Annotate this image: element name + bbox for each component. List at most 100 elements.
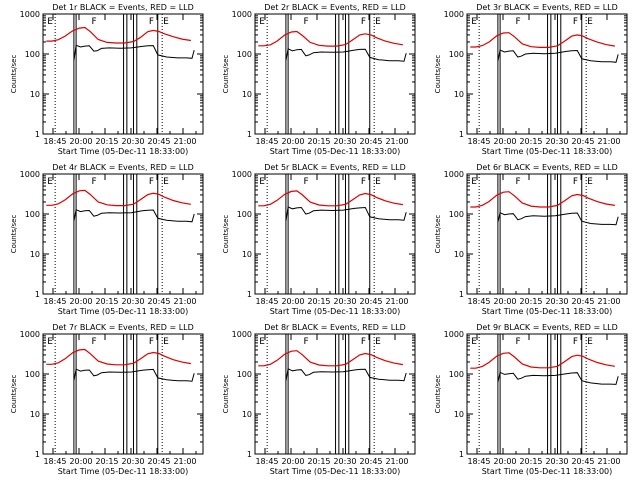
event-marker-label: E: [47, 177, 53, 187]
y-tick-label: 100: [25, 50, 40, 59]
events-series-line: [497, 211, 619, 226]
x-tick-label: 21:00: [173, 457, 196, 466]
event-marker-label: E: [375, 177, 381, 187]
lld-series-line: [470, 352, 615, 369]
y-tick-label: 100: [25, 210, 40, 219]
events-series-line: [285, 206, 407, 222]
x-tick-label: 20:30: [121, 457, 144, 466]
event-marker-label: F: [303, 17, 308, 27]
y-tick-label: 10: [242, 90, 252, 99]
event-marker-label: E: [259, 177, 265, 187]
panel-det-2: Det 2r BLACK = Events, RED = LLD 1 10 100 10…: [222, 3, 416, 156]
panel-det-6: Det 6r BLACK = Events, RED = LLD 1 10 100 10…: [434, 163, 628, 316]
lld-series-line: [470, 32, 615, 49]
y-tick-label: 100: [237, 210, 252, 219]
y-axis-label: Counts/sec: [10, 375, 18, 414]
event-marker-label: E: [259, 337, 265, 347]
y-tick-label: 1000: [444, 10, 464, 19]
x-tick-label: 20:30: [333, 137, 356, 146]
x-tick-label: 20:15: [95, 137, 118, 146]
event-marker-label: F: [149, 17, 154, 27]
x-tick-label: 20:00: [493, 457, 516, 466]
y-axis-label: Counts/sec: [434, 215, 442, 254]
x-tick-label: 20:45: [147, 297, 170, 306]
panel-det-3: Det 3r BLACK = Events, RED = LLD 1 10 100 10…: [434, 3, 628, 156]
y-axis-label: Counts/sec: [222, 215, 230, 254]
x-tick-label: 18:45: [255, 457, 278, 466]
event-marker-label: E: [471, 17, 477, 27]
x-tick-label: 20:30: [545, 297, 568, 306]
x-tick-label: 18:45: [467, 457, 490, 466]
plot-frame: [254, 13, 416, 135]
lld-series-line: [46, 26, 191, 44]
event-marker-label: F: [573, 177, 578, 187]
x-tick-label: 20:00: [281, 457, 304, 466]
lld-series-line: [46, 189, 191, 207]
event-marker-label: E: [587, 337, 593, 347]
event-marker-label: E: [587, 177, 593, 187]
event-marker-label: F: [303, 177, 308, 187]
events-series-line: [497, 371, 619, 385]
event-marker-label: E: [471, 337, 477, 347]
panel-title: Det 2r BLACK = Events, RED = LLD: [264, 3, 406, 12]
x-tick-label: 21:00: [385, 137, 408, 146]
x-tick-label: 21:00: [597, 137, 620, 146]
y-axis-label: Counts/sec: [434, 55, 442, 94]
plot-frame: [42, 173, 204, 295]
event-marker-label: E: [375, 337, 381, 347]
events-series-line: [497, 49, 619, 63]
events-series-line: [285, 368, 407, 382]
panel-det-4: Det 4r BLACK = Events, RED = LLD 1 10 100 10…: [10, 163, 204, 316]
y-tick-label: 100: [237, 50, 252, 59]
x-tick-label: 20:15: [307, 457, 330, 466]
panel-title: Det 9r BLACK = Events, RED = LLD: [476, 323, 618, 332]
x-tick-label: 20:00: [281, 137, 304, 146]
y-tick-label: 1: [459, 130, 464, 139]
event-marker-label: F: [361, 17, 366, 27]
plot-frame: [42, 13, 204, 135]
events-series-line: [285, 48, 407, 62]
event-marker-label: F: [149, 337, 154, 347]
events-series-line: [73, 368, 195, 382]
event-marker-label: E: [471, 177, 477, 187]
event-marker-label: E: [259, 17, 265, 27]
x-tick-label: 20:00: [69, 297, 92, 306]
event-marker-label: F: [361, 337, 366, 347]
x-tick-label: 20:45: [359, 457, 382, 466]
plot-frame: [466, 13, 628, 135]
plot-frame: [254, 333, 416, 455]
y-tick-label: 1000: [232, 170, 252, 179]
plot-frame: [42, 333, 204, 455]
y-tick-label: 10: [454, 250, 464, 259]
x-tick-label: 20:00: [493, 137, 516, 146]
y-tick-label: 1000: [20, 330, 40, 339]
y-tick-label: 1000: [232, 330, 252, 339]
lld-series-line: [258, 30, 403, 47]
event-marker-label: F: [515, 17, 520, 27]
x-axis-label: Start Time (05-Dec-11 18:33:00): [482, 467, 613, 476]
y-tick-label: 1: [459, 290, 464, 299]
x-tick-label: 20:15: [519, 457, 542, 466]
y-tick-label: 1: [35, 450, 40, 459]
plot-frame: [466, 333, 628, 455]
event-marker-label: E: [163, 17, 169, 27]
y-tick-label: 10: [30, 410, 40, 419]
y-tick-label: 1000: [20, 10, 40, 19]
x-tick-label: 18:45: [43, 137, 66, 146]
event-marker-label: E: [47, 17, 53, 27]
events-series-line: [73, 208, 195, 223]
y-axis-label: Counts/sec: [10, 55, 18, 94]
x-tick-label: 20:30: [333, 457, 356, 466]
x-tick-label: 20:45: [147, 137, 170, 146]
y-tick-label: 100: [449, 210, 464, 219]
x-tick-label: 18:45: [43, 297, 66, 306]
plot-frame: [466, 173, 628, 295]
panel-title: Det 7r BLACK = Events, RED = LLD: [52, 323, 194, 332]
x-axis-label: Start Time (05-Dec-11 18:33:00): [58, 307, 189, 316]
event-marker-label: F: [573, 17, 578, 27]
x-tick-label: 20:00: [493, 297, 516, 306]
panel-det-7: Det 7r BLACK = Events, RED = LLD 1 10 100 10…: [10, 323, 204, 476]
x-tick-label: 21:00: [385, 457, 408, 466]
y-axis-label: Counts/sec: [222, 55, 230, 94]
panel-det-9: Det 9r BLACK = Events, RED = LLD 1 10 100 10…: [434, 323, 628, 476]
